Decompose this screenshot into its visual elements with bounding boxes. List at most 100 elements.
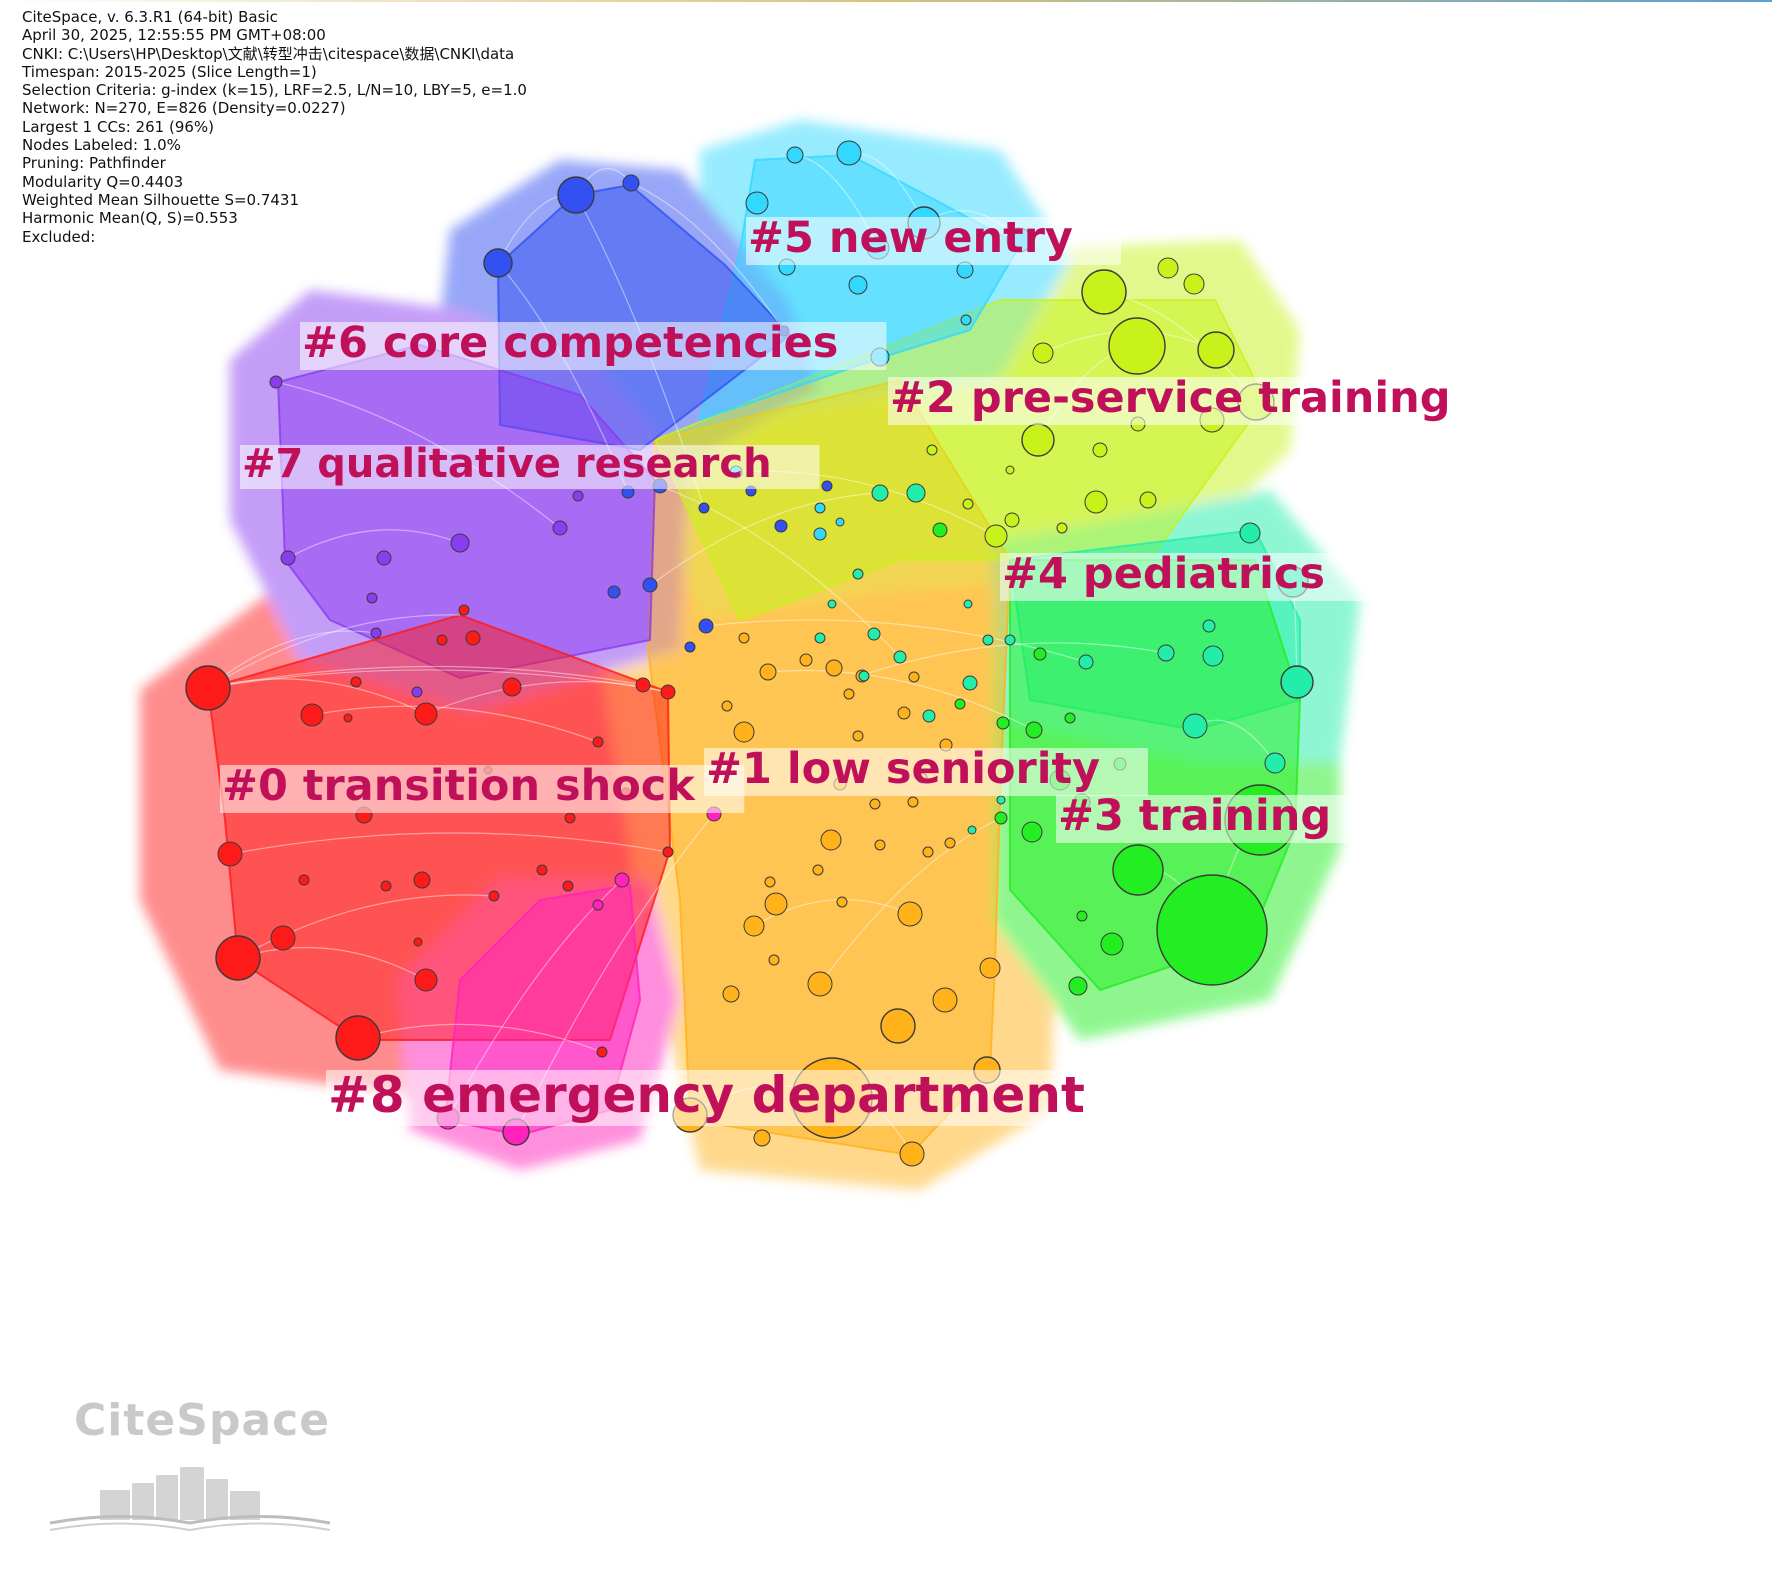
node-cluster-3[interactable] (994, 811, 1008, 825)
node-cluster-4[interactable] (1078, 654, 1094, 670)
node-cluster-7[interactable] (269, 375, 283, 389)
node-cluster-1[interactable] (869, 798, 881, 810)
node-cluster-1[interactable] (768, 954, 780, 966)
node-cluster-4[interactable] (1004, 634, 1016, 646)
node-cluster-4[interactable] (906, 483, 926, 503)
node-cluster-3[interactable] (1068, 976, 1088, 996)
node-cluster-1[interactable] (722, 985, 740, 1003)
node-cluster-0[interactable] (660, 684, 676, 700)
node-cluster-5[interactable] (786, 146, 804, 164)
node-cluster-0[interactable] (185, 665, 231, 711)
node-cluster-1[interactable] (764, 892, 788, 916)
node-cluster-0[interactable] (465, 630, 481, 646)
node-cluster-0[interactable] (298, 874, 310, 886)
node-cluster-1[interactable] (979, 957, 1001, 979)
node-cluster-4[interactable] (922, 709, 936, 723)
node-cluster-4[interactable] (967, 825, 977, 835)
node-cluster-7[interactable] (552, 520, 568, 536)
node-cluster-8[interactable] (614, 872, 630, 888)
node-cluster-5[interactable] (848, 275, 868, 295)
node-cluster-6[interactable] (684, 641, 696, 653)
node-cluster-1[interactable] (812, 864, 824, 876)
node-cluster-0[interactable] (414, 968, 438, 992)
node-cluster-5[interactable] (745, 191, 769, 215)
node-cluster-0[interactable] (635, 677, 651, 693)
node-cluster-0[interactable] (217, 841, 243, 867)
node-cluster-2[interactable] (1056, 522, 1068, 534)
node-cluster-3[interactable] (1100, 932, 1124, 956)
node-cluster-2[interactable] (1081, 269, 1127, 315)
node-cluster-0[interactable] (488, 890, 500, 902)
node-cluster-0[interactable] (335, 1015, 381, 1061)
node-cluster-1[interactable] (897, 706, 911, 720)
node-cluster-2[interactable] (1084, 490, 1108, 514)
node-cluster-2[interactable] (1005, 465, 1015, 475)
node-cluster-3[interactable] (1064, 712, 1076, 724)
node-cluster-7[interactable] (376, 550, 392, 566)
node-cluster-7[interactable] (411, 686, 423, 698)
node-cluster-5[interactable] (813, 527, 827, 541)
node-cluster-1[interactable] (820, 829, 842, 851)
node-cluster-6[interactable] (698, 618, 714, 634)
node-cluster-7[interactable] (450, 533, 470, 553)
node-cluster-2[interactable] (1157, 257, 1179, 279)
node-cluster-2[interactable] (1092, 442, 1108, 458)
node-cluster-0[interactable] (215, 935, 261, 981)
node-cluster-0[interactable] (414, 702, 438, 726)
node-cluster-7[interactable] (280, 550, 296, 566)
node-cluster-7[interactable] (366, 592, 378, 604)
node-cluster-3[interactable] (1033, 647, 1047, 661)
node-cluster-4[interactable] (1202, 619, 1216, 633)
node-cluster-6[interactable] (774, 519, 788, 533)
node-cluster-2[interactable] (1021, 423, 1055, 457)
node-cluster-6[interactable] (557, 176, 595, 214)
node-cluster-1[interactable] (908, 671, 920, 683)
node-cluster-1[interactable] (944, 837, 956, 849)
node-cluster-4[interactable] (996, 795, 1006, 805)
node-cluster-4[interactable] (858, 670, 870, 682)
node-cluster-2[interactable] (1032, 342, 1054, 364)
node-cluster-5[interactable] (835, 517, 845, 527)
node-cluster-1[interactable] (843, 688, 855, 700)
node-cluster-0[interactable] (536, 864, 548, 876)
node-cluster-6[interactable] (622, 174, 640, 192)
node-cluster-3[interactable] (1156, 874, 1268, 986)
node-cluster-0[interactable] (458, 604, 470, 616)
node-cluster-2[interactable] (984, 524, 1008, 548)
node-cluster-4[interactable] (893, 650, 907, 664)
node-cluster-1[interactable] (753, 1129, 771, 1147)
node-cluster-1[interactable] (825, 659, 843, 677)
node-cluster-7[interactable] (370, 627, 382, 639)
node-cluster-1[interactable] (764, 876, 776, 888)
node-cluster-0[interactable] (343, 713, 353, 723)
node-cluster-4[interactable] (962, 675, 978, 691)
node-cluster-4[interactable] (867, 627, 881, 641)
node-cluster-4[interactable] (1157, 644, 1175, 662)
node-cluster-6[interactable] (483, 248, 513, 278)
node-cluster-5[interactable] (960, 314, 972, 326)
node-cluster-0[interactable] (562, 880, 574, 892)
node-cluster-1[interactable] (897, 901, 923, 927)
node-cluster-1[interactable] (899, 1141, 925, 1167)
node-cluster-1[interactable] (743, 915, 765, 937)
node-cluster-4[interactable] (871, 484, 889, 502)
node-cluster-0[interactable] (300, 703, 324, 727)
node-cluster-6[interactable] (607, 585, 621, 599)
node-cluster-0[interactable] (436, 634, 448, 646)
node-cluster-7[interactable] (572, 490, 584, 502)
node-cluster-2[interactable] (1108, 317, 1166, 375)
node-cluster-2[interactable] (926, 444, 938, 456)
node-cluster-1[interactable] (799, 653, 813, 667)
node-cluster-1[interactable] (880, 1008, 916, 1044)
node-cluster-3[interactable] (1021, 821, 1043, 843)
node-cluster-2[interactable] (1004, 512, 1020, 528)
node-cluster-0[interactable] (592, 736, 604, 748)
node-cluster-1[interactable] (922, 846, 934, 858)
node-cluster-1[interactable] (836, 896, 848, 908)
node-cluster-1[interactable] (852, 730, 864, 742)
node-cluster-0[interactable] (413, 871, 431, 889)
node-cluster-0[interactable] (564, 812, 576, 824)
node-cluster-1[interactable] (738, 632, 750, 644)
node-cluster-3[interactable] (1025, 721, 1043, 739)
node-cluster-1[interactable] (721, 700, 733, 712)
